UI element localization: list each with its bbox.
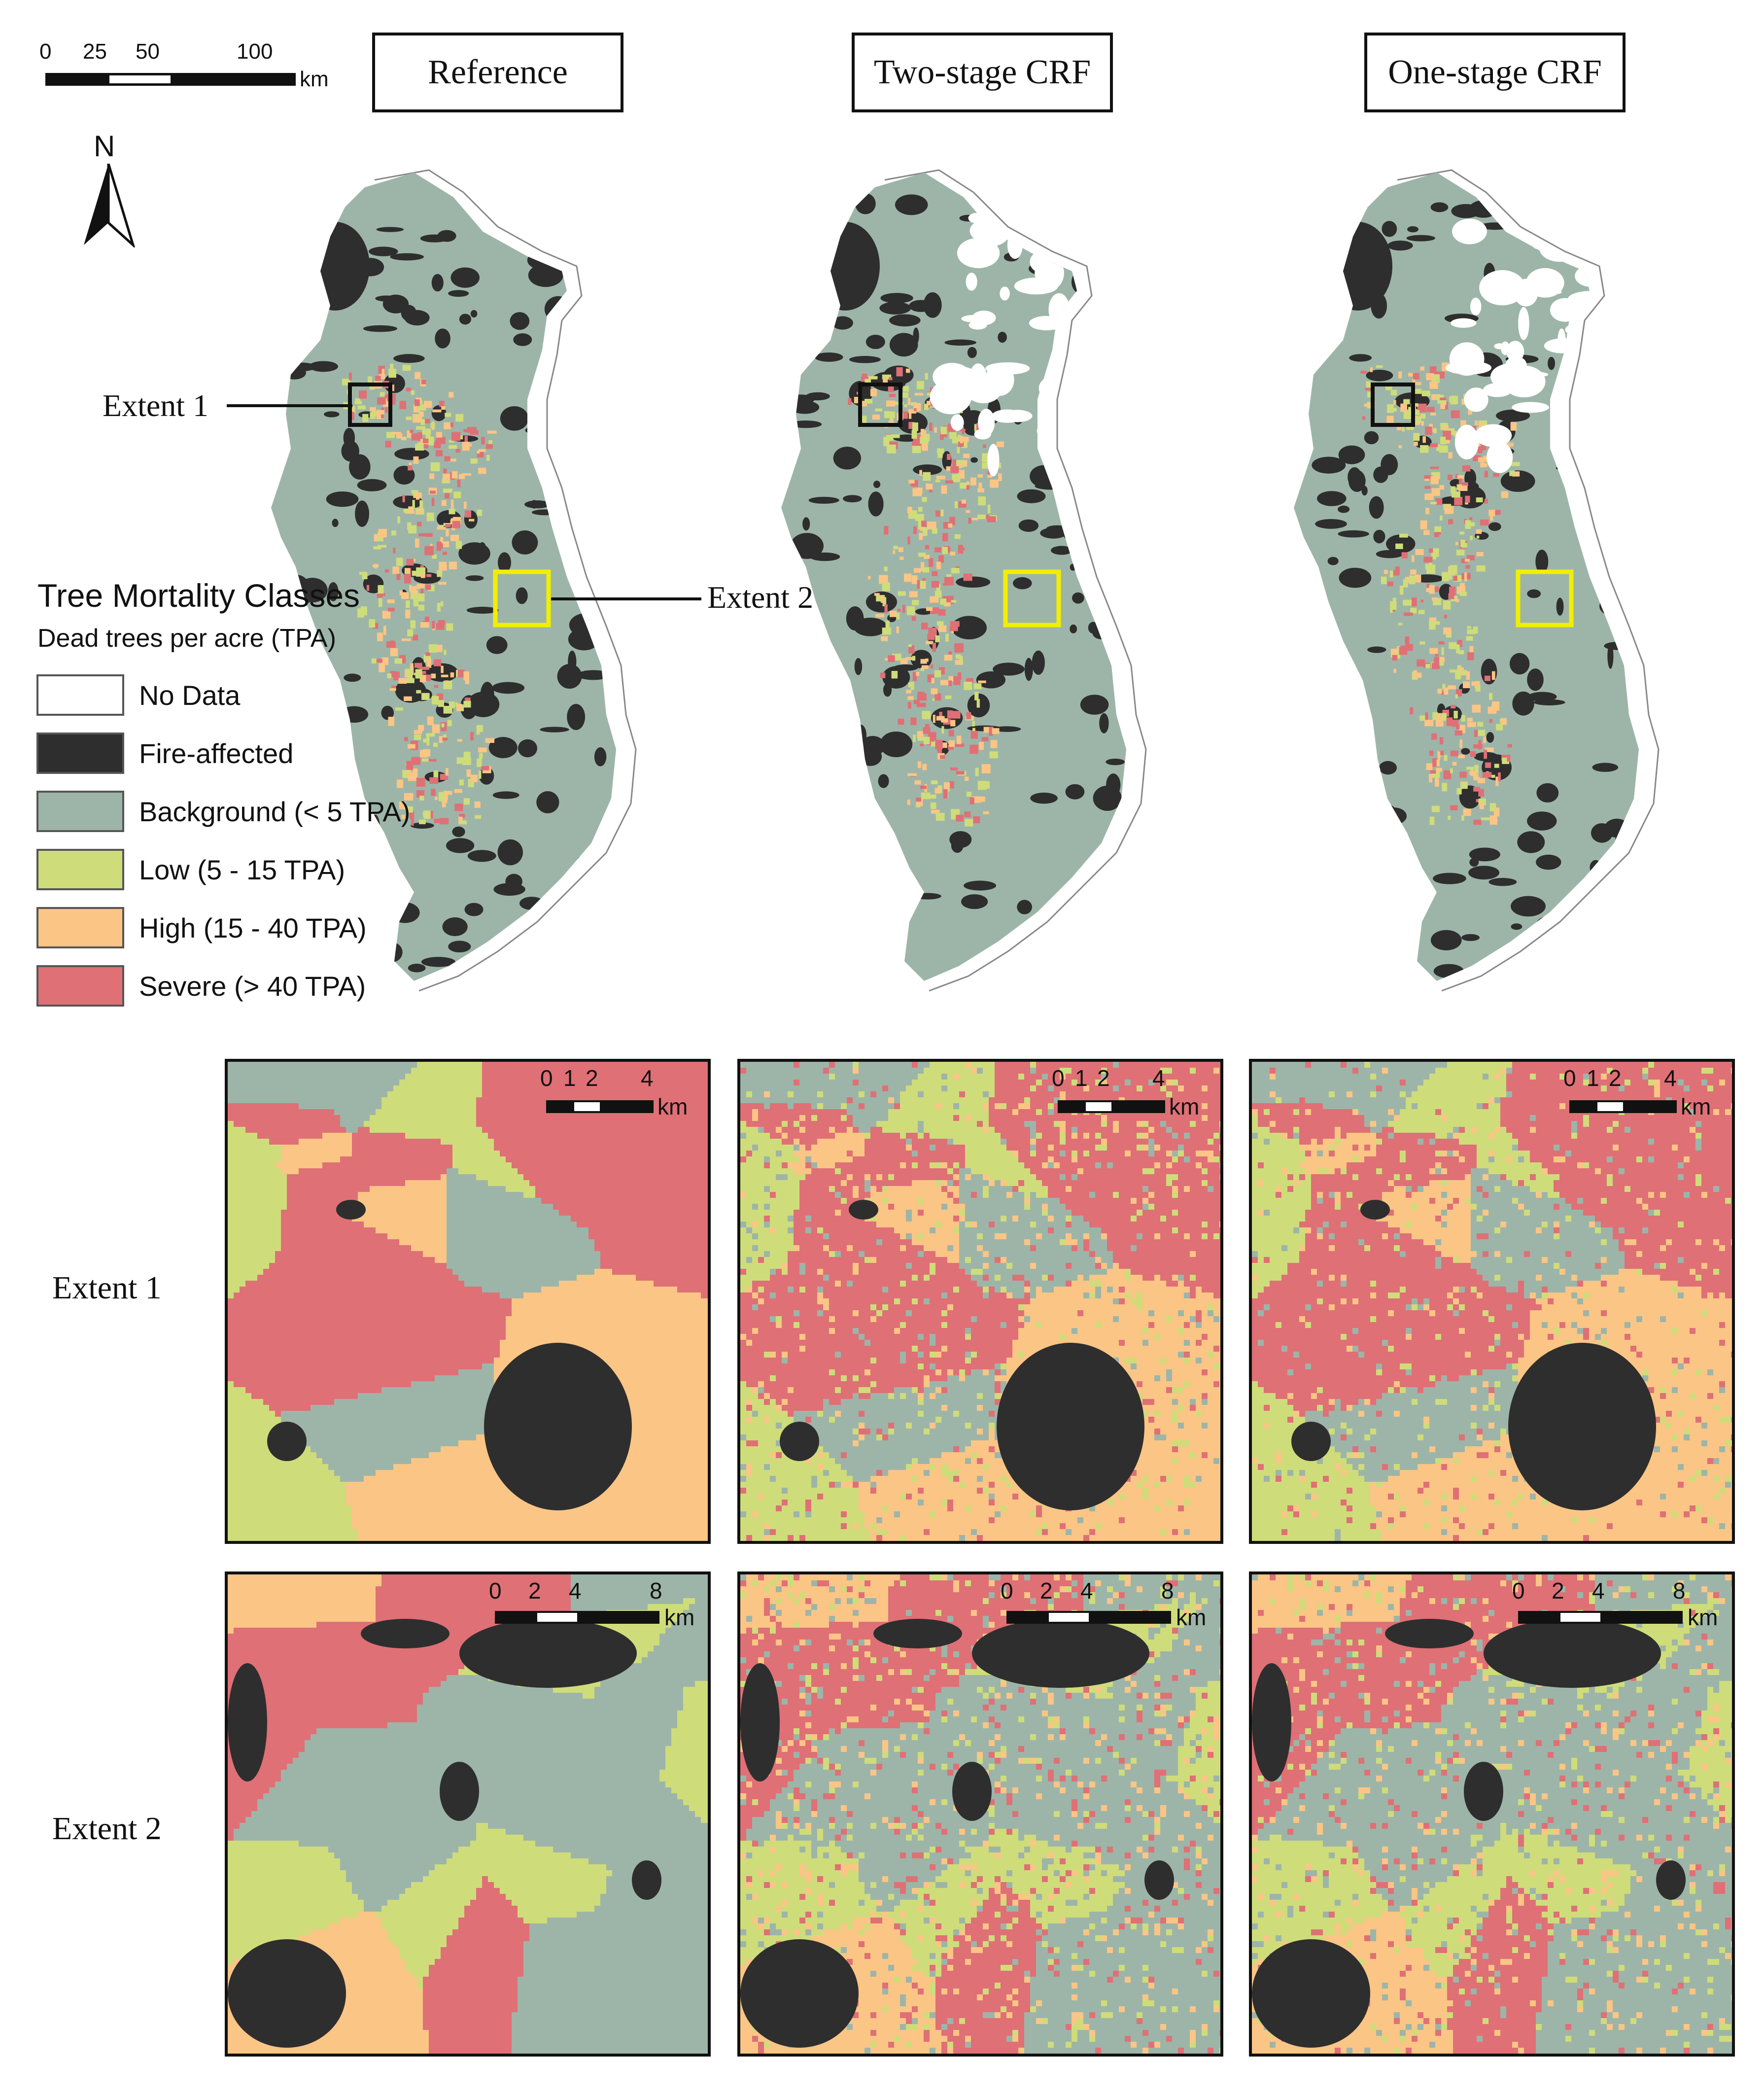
mini-unit: km [1681, 1093, 1711, 1120]
extent1-raster-two-stage [740, 1062, 1220, 1541]
north-label: N [94, 129, 115, 163]
row-label-extent2: Extent 2 [52, 1810, 162, 1848]
title-reference: Reference [372, 33, 623, 112]
legend-label-fire-affected: Fire-affected [139, 737, 293, 769]
mini-tick: 2 [528, 1577, 541, 1604]
mini-tick: 4 [1080, 1577, 1093, 1604]
mini-tick: 8 [1161, 1577, 1174, 1604]
extent1-raster-reference [228, 1062, 708, 1541]
extent2-leader-line [551, 597, 701, 600]
legend-item-no-data: No Data [36, 670, 240, 720]
mini-tick: 0 [1512, 1577, 1525, 1604]
mini-unit: km [657, 1093, 688, 1120]
mini-tick: 0 [1001, 1577, 1013, 1604]
swatch-fire-affected [36, 733, 124, 774]
extent2-panel-reference [225, 1571, 711, 2057]
mini-scale-bar [495, 1611, 659, 1624]
scale-tick-50: 50 [136, 39, 160, 64]
swatch-high [36, 907, 124, 948]
legend-subtitle: Dead trees per acre (TPA) [37, 624, 336, 653]
mini-tick: 4 [641, 1065, 654, 1091]
mini-tick: 8 [1673, 1577, 1686, 1604]
legend-item-fire-affected: Fire-affected [36, 729, 293, 778]
mini-unit: km [1176, 1604, 1206, 1631]
row-label-extent1: Extent 1 [52, 1269, 162, 1307]
mini-tick: 2 [1552, 1577, 1564, 1604]
scale-tick-25: 25 [83, 39, 107, 64]
mini-tick: 2 [586, 1065, 598, 1091]
title-one-stage-crf: One-stage CRF [1364, 33, 1626, 112]
overview-map-reference [271, 169, 637, 992]
legend-label-no-data: No Data [139, 679, 240, 711]
mini-tick: 0 [540, 1065, 553, 1091]
swatch-low [36, 849, 124, 890]
legend-label-severe: Severe (> 40 TPA) [139, 970, 366, 1002]
legend-item-background: Background (< 5 TPA) [36, 787, 410, 836]
legend-item-low: Low (5 - 15 TPA) [36, 845, 345, 894]
overview-extent1-label: Extent 1 [103, 387, 208, 424]
overview-map-two-stage [781, 169, 1147, 992]
extent2-panel-two-stage [737, 1571, 1223, 2057]
mini-tick: 2 [1097, 1065, 1110, 1091]
mini-tick: 0 [489, 1577, 502, 1604]
extent2-raster-two-stage [740, 1574, 1220, 2054]
legend-item-high: High (15 - 40 TPA) [36, 903, 367, 952]
mini-unit: km [664, 1604, 694, 1631]
extent1-panel-one-stage [1249, 1059, 1735, 1544]
mini-unit: km [1688, 1604, 1718, 1631]
legend-label-low: Low (5 - 15 TPA) [139, 854, 345, 886]
mini-tick: 4 [1152, 1065, 1165, 1091]
mini-tick: 1 [563, 1065, 576, 1091]
mini-scale-bar [1569, 1100, 1677, 1113]
mini-tick: 4 [569, 1577, 582, 1604]
overview-extent2-label: Extent 2 [707, 579, 813, 616]
mini-scale-bar [1006, 1611, 1171, 1624]
mini-tick: 1 [1587, 1065, 1599, 1091]
extent2-raster-one-stage [1252, 1574, 1732, 2054]
extent2-raster-reference [228, 1574, 708, 2054]
scale-bar-graphic [45, 73, 296, 86]
legend-label-background: Background (< 5 TPA) [139, 796, 410, 828]
north-arrow-icon [84, 164, 136, 247]
mini-tick: 2 [1040, 1577, 1053, 1604]
scale-unit: km [300, 67, 329, 92]
swatch-no-data [36, 674, 124, 716]
mini-tick: 4 [1592, 1577, 1605, 1604]
mini-tick: 1 [1075, 1065, 1088, 1091]
overview-map-one-stage [1294, 169, 1660, 992]
mini-tick: 2 [1609, 1065, 1622, 1091]
swatch-severe [36, 965, 124, 1007]
legend-title: Tree Mortality Classes [37, 577, 360, 614]
mini-scale-bar [1058, 1100, 1165, 1113]
swatch-background [36, 791, 124, 832]
extent1-leader-line [227, 404, 352, 407]
extent1-raster-one-stage [1252, 1062, 1732, 1541]
mini-tick: 8 [650, 1577, 662, 1604]
extent1-panel-reference [225, 1059, 711, 1544]
mini-unit: km [1169, 1093, 1199, 1120]
scale-tick-100: 100 [237, 39, 273, 64]
mini-scale-bar [1518, 1611, 1683, 1624]
extent1-panel-two-stage [737, 1059, 1223, 1544]
title-two-stage-crf: Two-stage CRF [852, 33, 1113, 112]
extent2-panel-one-stage [1249, 1571, 1735, 2057]
mini-tick: 0 [1563, 1065, 1576, 1091]
legend-label-high: High (15 - 40 TPA) [139, 912, 367, 944]
mini-scale-bar [546, 1100, 654, 1113]
mini-tick: 4 [1664, 1065, 1677, 1091]
top-scale-bar: 0 25 50 100 km [39, 39, 329, 94]
scale-tick-0: 0 [39, 39, 51, 64]
legend-item-severe: Severe (> 40 TPA) [36, 961, 366, 1011]
north-arrow: N [79, 129, 138, 247]
mini-tick: 0 [1052, 1065, 1065, 1091]
